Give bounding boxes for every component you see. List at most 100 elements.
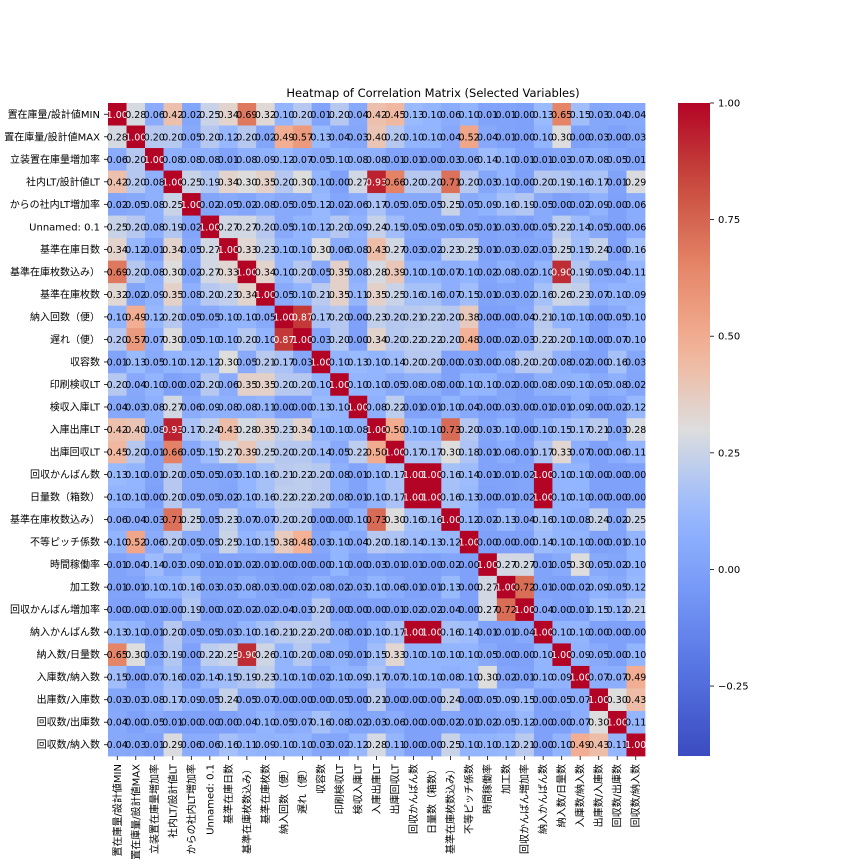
heatmap-cell: [367, 305, 387, 329]
cell-value-label: 0.22: [292, 470, 313, 481]
cell-value-label: 0.10: [329, 155, 350, 166]
heatmap-cell: [182, 350, 201, 374]
cell-value-label: 0.10: [421, 110, 442, 121]
cell-value-label: 0.43: [625, 695, 646, 706]
heatmap-cell: [348, 530, 368, 554]
cell-value-label: 0.20: [292, 650, 313, 661]
y-tick-label: 基準在庫枚数: [40, 288, 100, 301]
heatmap-cell: [274, 170, 294, 194]
heatmap-cell: [367, 238, 387, 262]
cell-value-label: 0.10: [144, 380, 165, 391]
heatmap-cell: [182, 328, 201, 352]
cell-value-label: 0.25: [199, 110, 220, 121]
cell-value-label: 0.66: [162, 448, 183, 459]
heatmap-cell: [441, 418, 461, 442]
heatmap-cell: [311, 485, 331, 509]
heatmap-cell: [145, 418, 164, 442]
heatmap-cell: [330, 373, 350, 397]
cell-value-label: 0.25: [384, 290, 405, 301]
heatmap-cell: [256, 575, 276, 599]
cell-value-label: 0.93: [366, 177, 387, 188]
cell-value-label: 0.03: [496, 245, 517, 256]
cell-value-label: 0.50: [384, 425, 405, 436]
heatmap-cell: [496, 283, 516, 307]
cell-value-label: 0.10: [125, 493, 146, 504]
heatmap-cell: [200, 238, 220, 262]
y-tick-label: 入庫出庫LT: [50, 423, 101, 436]
cell-value-label: 0.10: [533, 132, 554, 143]
cell-value-label: 0.05: [310, 267, 331, 278]
heatmap-cell: [330, 598, 350, 622]
cell-value-label: 0.49: [273, 132, 294, 143]
heatmap-cell: [163, 665, 183, 689]
heatmap-cell: [607, 328, 627, 352]
heatmap-cell: [589, 350, 609, 374]
heatmap-cell: [607, 553, 627, 577]
heatmap-cell: [515, 530, 535, 554]
heatmap-cell: [219, 395, 239, 419]
cell-value-label: 0.04: [440, 132, 461, 143]
heatmap-cell: [404, 508, 424, 532]
heatmap-cell: [607, 238, 627, 262]
cell-value-label: 0.03: [459, 357, 480, 368]
heatmap-cell: [219, 350, 239, 374]
x-tick-label: 社内LT/設計値LT: [166, 763, 179, 838]
heatmap-cell: [478, 260, 498, 284]
heatmap-cell: [422, 193, 442, 216]
cell-value-label: 0.20: [162, 493, 183, 504]
heatmap-cell: [478, 148, 498, 171]
cell-value-label: 0.02: [236, 200, 257, 211]
heatmap-cell: [311, 688, 331, 712]
heatmap-cell: [441, 643, 461, 667]
heatmap-cell: [404, 463, 424, 487]
heatmap-cell: [422, 688, 442, 712]
heatmap-cell: [533, 373, 553, 397]
cell-value-label: 0.29: [625, 177, 646, 188]
cell-value-label: 1.00: [181, 200, 202, 211]
heatmap-cell: [626, 305, 646, 329]
heatmap-cell: [108, 733, 127, 757]
cell-value-label: 0.02: [310, 673, 331, 684]
heatmap-cell: [404, 418, 424, 442]
heatmap-cell: [496, 103, 516, 126]
cell-value-label: 0.21: [588, 425, 609, 436]
heatmap-cell: [145, 710, 164, 734]
cell-value-label: 1.00: [588, 695, 609, 706]
cell-value-label: 0.07: [440, 290, 461, 301]
y-tick-label: 時間稼働率: [50, 558, 100, 571]
cell-value-label: 0.16: [403, 515, 424, 526]
cell-value-label: 0.01: [144, 628, 165, 639]
cell-value-label: 0.10: [329, 425, 350, 436]
heatmap-cell: [607, 193, 627, 216]
cell-value-label: 0.08: [218, 402, 239, 413]
heatmap-cell: [256, 665, 276, 689]
heatmap-cell: [385, 598, 405, 622]
heatmap-cell: [404, 350, 424, 374]
heatmap-cell: [256, 125, 276, 149]
cell-value-label: 0.65: [551, 110, 572, 121]
cell-value-label: 0.87: [273, 335, 294, 346]
heatmap-cell: [200, 305, 220, 329]
cell-value-label: 1.00: [570, 673, 591, 684]
x-tick-label: 入庫数/納入数: [574, 764, 587, 827]
cell-value-label: 0.06: [347, 200, 368, 211]
heatmap-cell: [311, 215, 331, 239]
heatmap-cell: [348, 103, 368, 126]
cell-value-label: 0.12: [218, 132, 239, 143]
heatmap-cell: [404, 598, 424, 622]
cell-value-label: 0.01: [421, 402, 442, 413]
heatmap-cell: [163, 215, 183, 239]
cell-value-label: 0.10: [570, 493, 591, 504]
heatmap-cell: [552, 620, 572, 644]
cell-value-label: 0.07: [588, 290, 609, 301]
heatmap-cell: [533, 575, 553, 599]
heatmap-cell: [182, 553, 201, 577]
heatmap-cell: [515, 148, 535, 171]
cell-value-label: 1.00: [421, 628, 442, 639]
cell-value-label: 0.10: [607, 290, 628, 301]
heatmap-cell: [219, 260, 239, 284]
cell-value-label: 0.13: [459, 493, 480, 504]
heatmap-cell: [626, 553, 646, 577]
cell-value-label: 0.17: [421, 448, 442, 459]
cell-value-label: 0.02: [236, 605, 257, 616]
